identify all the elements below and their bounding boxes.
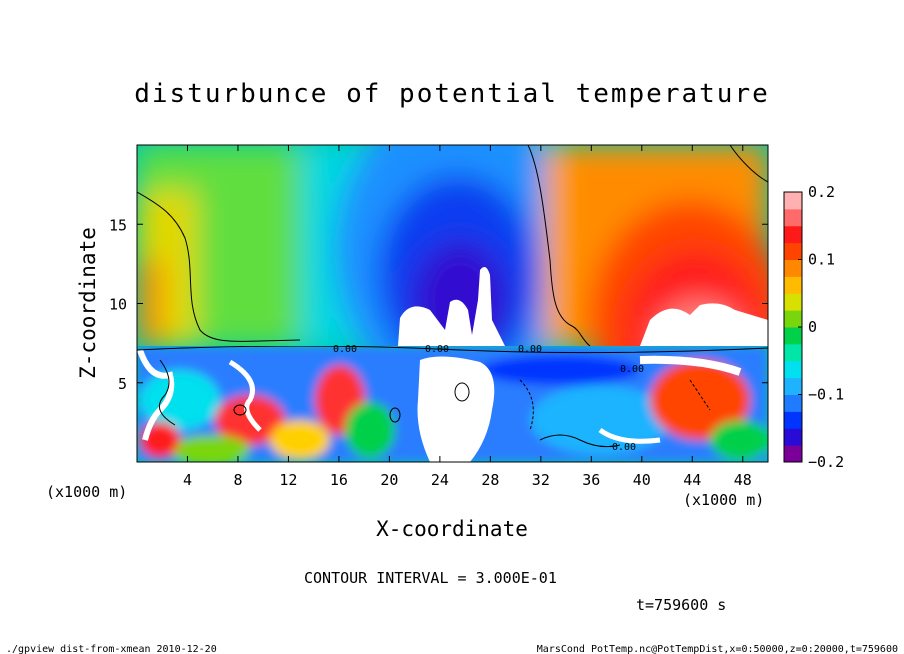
footer-right: MarsCond_PotTemp.nc@PotTempDist,x=0:5000… <box>537 644 898 654</box>
colorbar-tick-label: 0 <box>808 318 817 336</box>
colorbar-swatch <box>784 192 802 210</box>
x-tick-label: 28 <box>481 471 499 489</box>
x-tick-label: 40 <box>633 471 651 489</box>
plot-area <box>136 144 769 463</box>
colorbar-swatch <box>784 259 802 277</box>
contour-labels: 0.00 0.00 0.00 0.00 0.00 <box>333 344 644 453</box>
y-tick-label: 5 <box>118 375 127 393</box>
time-label: t=759600 s <box>636 596 726 614</box>
contour-label: 0.00 <box>425 344 449 355</box>
x-tick-label: 48 <box>734 471 752 489</box>
y-axis-label: Z-coordinate <box>76 227 100 379</box>
x-unit-label-left: (x1000 m) <box>46 483 127 501</box>
colorbar-swatch <box>784 377 802 395</box>
colorbar-swatch <box>784 310 802 328</box>
x-tick-label: 36 <box>582 471 600 489</box>
colorbar-swatch <box>784 343 802 362</box>
x-axis: 4 8 12 16 20 24 28 32 36 40 44 48 <box>183 145 752 489</box>
colorbar-swatch <box>784 276 802 294</box>
contour-label: 0.00 <box>518 344 542 355</box>
x-tick-label: 4 <box>183 471 192 489</box>
x-tick-label: 20 <box>380 471 398 489</box>
chart-title: disturbunce of potential temperature <box>134 79 770 109</box>
colorbar-swatch <box>784 360 802 379</box>
colorbar-swatch <box>784 394 802 412</box>
contour-label: 0.00 <box>612 442 636 453</box>
colorbar-swatch <box>784 445 802 463</box>
colorbar-swatch <box>784 428 802 446</box>
x-tick-label: 24 <box>431 471 449 489</box>
colorbar-swatch <box>784 242 802 260</box>
colorbar-tick-label: −0.2 <box>808 453 844 471</box>
y-tick-label: 10 <box>109 296 127 314</box>
x-unit-label-right: (x1000 m) <box>683 491 764 509</box>
y-tick-label: 15 <box>109 216 127 234</box>
colorbar-tick-label: −0.1 <box>808 386 844 404</box>
x-axis-label: X-coordinate <box>376 517 528 541</box>
x-tick-label: 32 <box>532 471 550 489</box>
y-axis: 5 10 15 <box>109 216 768 393</box>
x-tick-label: 16 <box>330 471 348 489</box>
colorbar-swatch <box>784 411 802 429</box>
colorbar: 0.2 0.1 0 −0.1 −0.2 <box>783 183 844 471</box>
footer-left: ./gpview_dist-from-xmean 2010-12-20 <box>6 644 217 654</box>
x-tick-label: 8 <box>233 471 242 489</box>
colorbar-swatch <box>784 327 802 345</box>
contour-interval: CONTOUR INTERVAL = 3.000E-01 <box>304 569 557 587</box>
colorbar-tick-label: 0.2 <box>808 183 835 201</box>
colorbar-tick-label: 0.1 <box>808 251 835 269</box>
x-tick-label: 44 <box>683 471 701 489</box>
colorbar-swatch <box>784 225 802 244</box>
colorbar-swatch <box>784 208 802 227</box>
contour-label: 0.00 <box>333 344 357 355</box>
colorbar-swatch <box>784 293 802 311</box>
contour-label: 0.00 <box>620 364 644 375</box>
x-tick-label: 12 <box>279 471 297 489</box>
